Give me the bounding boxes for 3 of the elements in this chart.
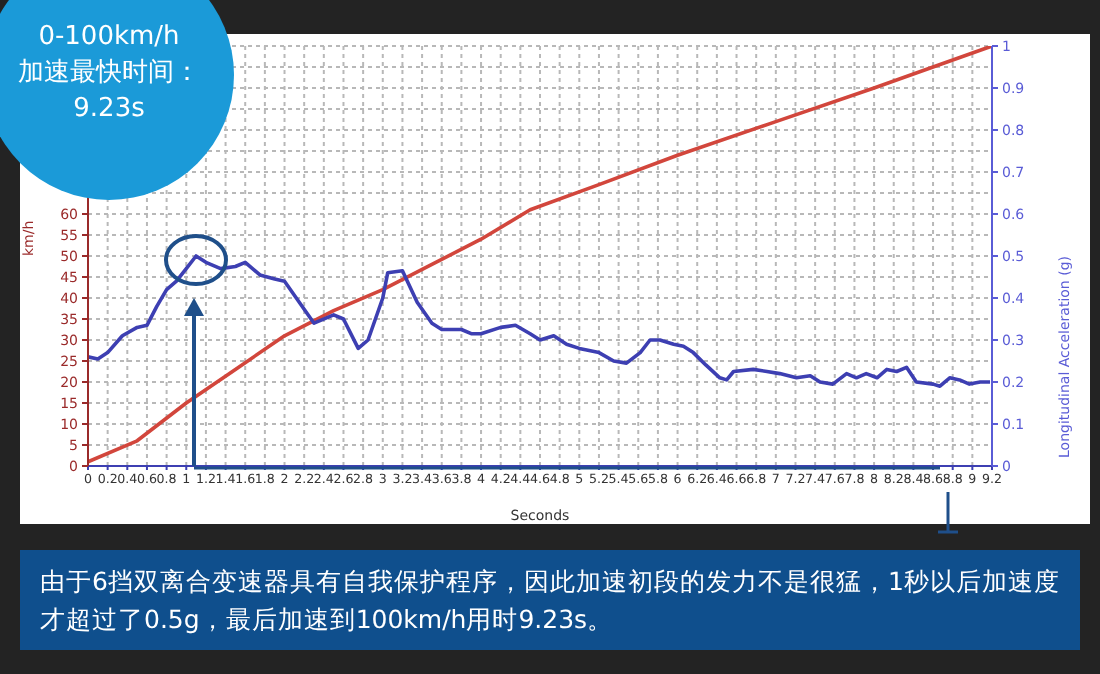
line-series — [88, 254, 992, 388]
text: 由于6挡双离合变速器具有自我保护程序，因此加速初段的发力不是很猛，1秒以后加速度才超过了0.5g，最后加速到100km/h用时9.23s。 — [20, 550, 1080, 650]
annotation: 0-100km/h 加速最快时间： 9.23s — [16, 20, 202, 128]
